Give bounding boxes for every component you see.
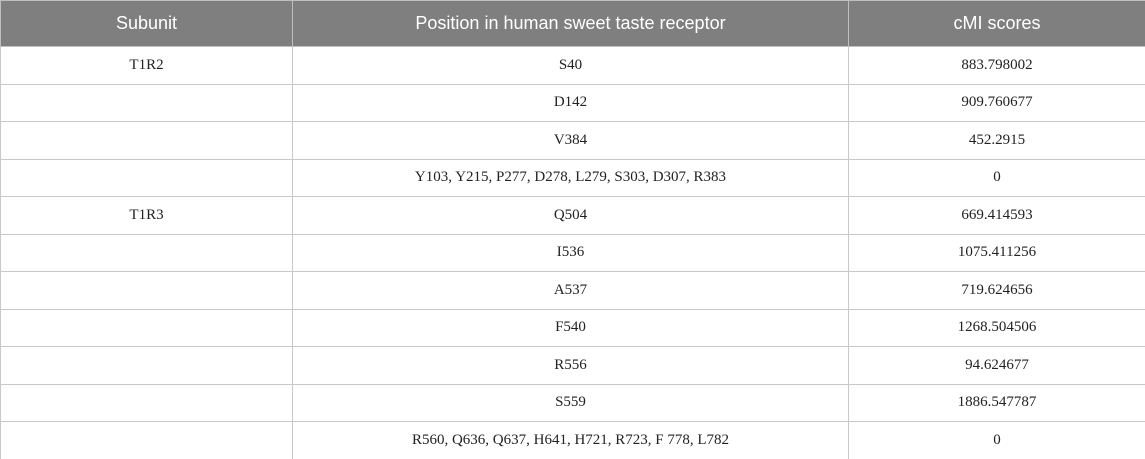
position-cell: D142 [292,83,849,122]
position-cell: I536 [292,233,849,272]
score-cell: 94.624677 [848,346,1145,385]
score-cell: 0 [848,158,1145,197]
position-cell: R556 [292,346,849,385]
header-cell: cMI scores [848,0,1145,47]
table-body: T1R2 S40 883.798002 D142 909.760677 V384 452.2… [0,46,1145,459]
position-cell: F540 [292,308,849,347]
position-cell: V384 [292,121,849,160]
table-row: I536 1075.411256 [0,233,1145,272]
score-cell: 0 [848,421,1145,459]
subunit-cell [0,271,293,310]
score-cell: 452.2915 [848,121,1145,160]
subunit-cell: T1R2 [0,46,293,85]
table-row: T1R2 S40 883.798002 [0,46,1145,85]
position-cell: R560, Q636, Q637, H641, H721, R723, F 77… [292,421,849,459]
table-row: T1R3 Q504 669.414593 [0,196,1145,235]
score-cell: 909.760677 [848,83,1145,122]
subunit-cell [0,308,293,347]
table-row: Y103, Y215, P277, D278, L279, S303, D307… [0,158,1145,197]
position-cell: A537 [292,271,849,310]
subunit-cell [0,421,293,459]
table-row: R560, Q636, Q637, H641, H721, R723, F 77… [0,421,1145,459]
score-cell: 719.624656 [848,271,1145,310]
header-cell: Position in human sweet taste receptor [292,0,849,47]
position-cell: S559 [292,383,849,422]
position-cell: Q504 [292,196,849,235]
subunit-cell: T1R3 [0,196,293,235]
table-row: A537 719.624656 [0,271,1145,310]
header-cell: Subunit [0,0,293,47]
table-header: Subunit Position in human sweet taste re… [0,0,1145,47]
subunit-cell [0,233,293,272]
table-row: S559 1886.547787 [0,383,1145,422]
position-cell: Y103, Y215, P277, D278, L279, S303, D307… [292,158,849,197]
score-cell: 1075.411256 [848,233,1145,272]
subunit-cell [0,121,293,160]
header-row: Subunit Position in human sweet taste re… [0,0,1145,47]
score-cell: 669.414593 [848,196,1145,235]
table-row: F540 1268.504506 [0,308,1145,347]
table-row: V384 452.2915 [0,121,1145,160]
table-row: D142 909.760677 [0,83,1145,122]
score-cell: 1886.547787 [848,383,1145,422]
subunit-cell [0,383,293,422]
subunit-cell [0,346,293,385]
position-cell: S40 [292,46,849,85]
table-row: R556 94.624677 [0,346,1145,385]
score-cell: 883.798002 [848,46,1145,85]
subunit-cell [0,83,293,122]
subunit-cell [0,158,293,197]
score-cell: 1268.504506 [848,308,1145,347]
